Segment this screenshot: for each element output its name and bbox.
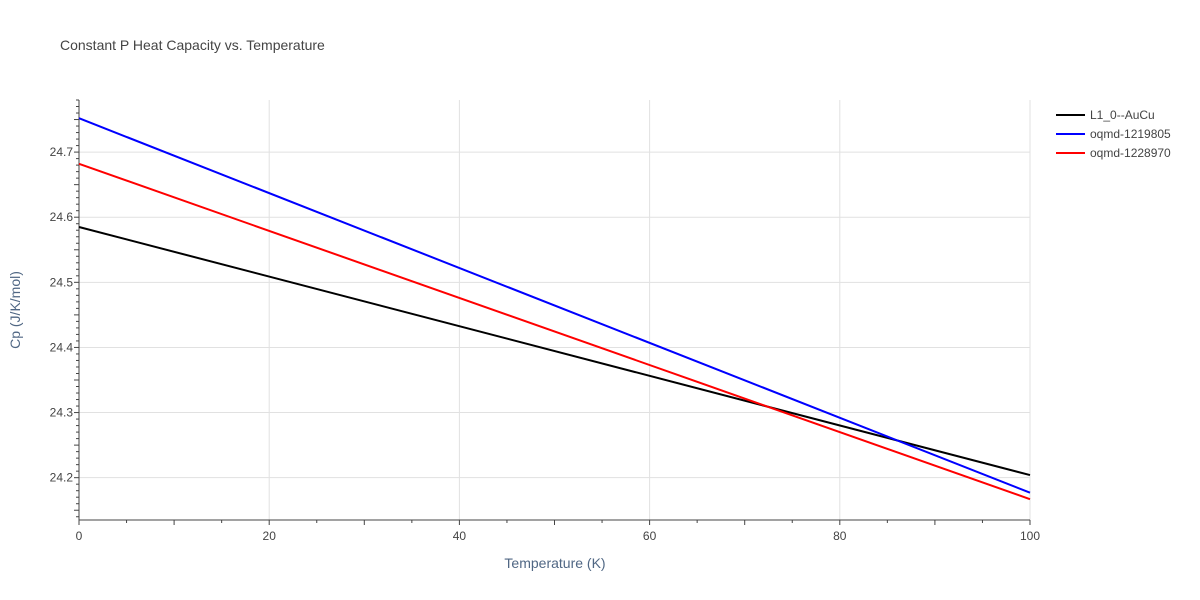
plot-area	[78, 117, 1031, 501]
legend-label: oqmd-1228970	[1090, 146, 1171, 160]
legend-item-oqmd-1219805[interactable]: oqmd-1219805	[1056, 127, 1171, 141]
y-tick-label: 24.2	[50, 471, 74, 485]
x-tick-label: 40	[453, 529, 467, 543]
y-tick-label: 24.3	[50, 406, 74, 420]
x-tick-label: 60	[643, 529, 657, 543]
series-line-oqmd-1228970[interactable]	[78, 162, 1031, 501]
series-line-L1_0--AuCu[interactable]	[78, 226, 1031, 477]
chart-title: Constant P Heat Capacity vs. Temperature	[60, 37, 325, 53]
legend-label: oqmd-1219805	[1090, 127, 1171, 141]
y-tick-label: 24.4	[50, 340, 74, 354]
gridlines	[79, 100, 1031, 520]
x-tick-label: 20	[263, 529, 277, 543]
axes: 0 20 40 60 80 100 24.2 24.3 24.4 24.5 24.6 24.7	[50, 99, 1040, 543]
y-axis-title: Cp (J/K/mol)	[7, 271, 23, 349]
series-line-oqmd-1219805[interactable]	[78, 117, 1031, 494]
legend-label: L1_0--AuCu	[1090, 108, 1155, 122]
x-tick-label: 0	[76, 529, 83, 543]
legend-item-oqmd-1228970[interactable]: oqmd-1228970	[1056, 146, 1171, 160]
legend[interactable]: L1_0--AuCu oqmd-1219805 oqmd-1228970	[1056, 108, 1171, 160]
y-tick-label: 24.7	[50, 145, 74, 159]
x-tick-label: 100	[1020, 529, 1040, 543]
x-axis-title: Temperature (K)	[504, 555, 605, 571]
y-tick-label: 24.5	[50, 275, 74, 289]
x-tick-label: 80	[833, 529, 847, 543]
y-tick-label: 24.6	[50, 210, 74, 224]
legend-item-L1_0--AuCu[interactable]: L1_0--AuCu	[1056, 108, 1155, 122]
